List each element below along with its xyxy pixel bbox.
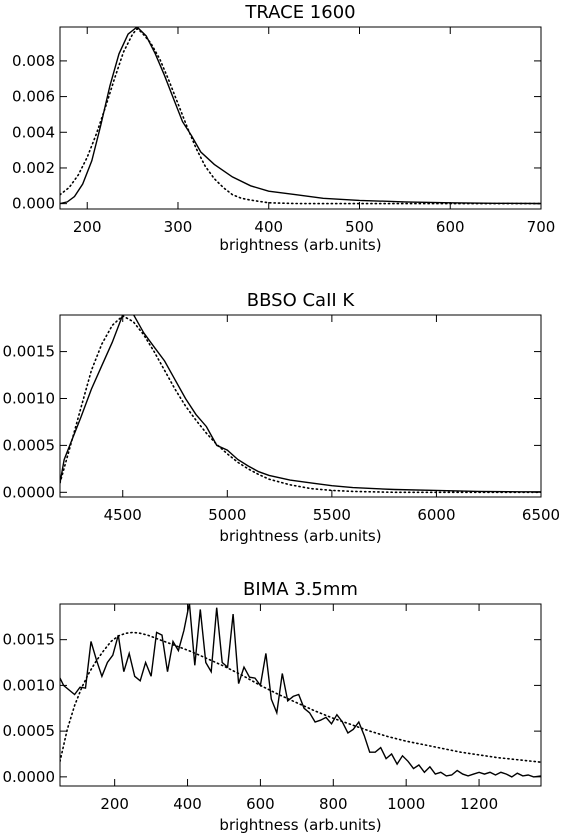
x-tick-label: 700 [527,218,556,236]
x-axis-label: brightness (arb.units) [219,816,381,834]
plot-frame [59,603,542,787]
data-line-solid [60,27,541,205]
x-axis-label: brightness (arb.units) [219,527,381,545]
x-tick-label: 600 [246,795,275,813]
y-tick-label: 0.0005 [3,436,56,454]
x-tick-label: 200 [100,795,129,813]
y-tick-label: 0.0000 [3,768,56,786]
y-tick-label: 0.0000 [3,483,56,501]
x-tick-label: 4500 [104,506,142,524]
y-tick-label: 0.008 [12,52,55,70]
x-tick-label: 6000 [417,506,455,524]
x-tick-label: 5500 [313,506,351,524]
chart-title: BBSO CaII K [247,290,356,311]
fit-line-dotted [60,631,541,764]
chart-panel-1: TRACE 1600 brightness (arb.units) 200 300 40… [12,2,555,254]
x-tick-label: 6500 [522,506,560,524]
y-tick-label: 0.004 [12,123,55,141]
y-tick-label: 0.006 [12,88,55,106]
x-axis-label: brightness (arb.units) [219,236,381,254]
plot-frame [59,26,542,210]
chart-title: BIMA 3.5mm [243,579,358,600]
x-tick-label: 200 [73,218,102,236]
data-line-solid [60,604,541,778]
x-tick-label: 800 [319,795,348,813]
x-tick-label: 5000 [208,506,246,524]
y-tick-label: 0.0015 [3,631,56,649]
plot-frame [59,314,542,498]
x-tick-label: 1000 [387,795,425,813]
y-tick-label: 0.002 [12,159,55,177]
chart-panel-2: BBSO CaII K brightness (arb.units) 4500 500… [3,290,561,545]
x-tick-label: 1200 [460,795,498,813]
x-tick-label: 300 [164,218,193,236]
data-line-solid [60,315,541,493]
fit-line-dotted [60,315,541,494]
y-tick-label: 0.000 [12,195,55,213]
chart-title: TRACE 1600 [244,2,355,23]
x-tick-label: 400 [254,218,283,236]
x-tick-label: 400 [173,795,202,813]
fit-line-dotted [60,27,541,205]
y-tick-label: 0.0005 [3,722,56,740]
y-tick-label: 0.0010 [3,389,56,407]
y-tick-label: 0.0010 [3,676,56,694]
x-tick-label: 500 [345,218,374,236]
y-tick-label: 0.0015 [3,343,56,361]
chart-panel-3: BIMA 3.5mm brightness (arb.units) 200 400 60… [3,579,542,834]
x-tick-label: 600 [436,218,465,236]
